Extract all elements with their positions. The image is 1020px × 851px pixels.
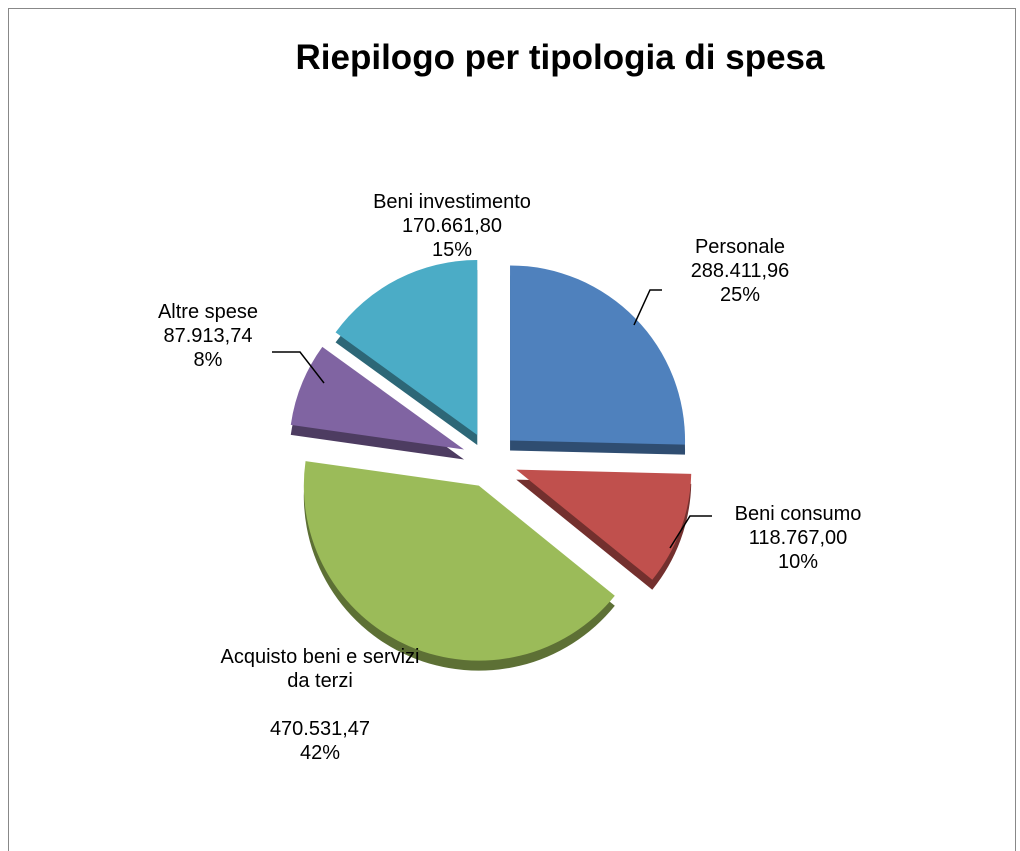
percent-label: 15% [431, 239, 473, 261]
category-label: Beni investimento [373, 191, 531, 213]
data-label: Personale 288.411,96 25% [665, 235, 815, 307]
category-label: Personale [694, 236, 786, 258]
category-label: Altre spese [157, 301, 259, 323]
slice [516, 469, 692, 580]
value-label: 118.767,00 [748, 527, 848, 549]
chart-frame [8, 8, 1016, 851]
slice [335, 260, 478, 436]
value-label: 470.531,47 [269, 718, 371, 740]
slice [510, 265, 686, 445]
leader-line [669, 515, 712, 549]
slice [290, 346, 465, 450]
leader-line [272, 351, 325, 384]
value-label: 87.913,74 [163, 325, 253, 347]
category-label: Acquisto beni e servizi da terzi [220, 646, 420, 692]
data-label: Beni consumo 118.767,00 10% [703, 502, 893, 574]
data-label: Acquisto beni e servizi da terzi 470.531,… [210, 645, 430, 765]
data-label: Altre spese 87.913,74 8% [133, 300, 283, 372]
value-label: 288.411,96 [690, 260, 790, 282]
percent-label: 42% [299, 742, 341, 764]
leader-line [633, 289, 662, 326]
category-label: Beni consumo [734, 503, 862, 525]
value-label: 170.661,80 [401, 215, 503, 237]
slice [303, 461, 615, 661]
data-label: Beni investimento 170.661,80 15% [367, 190, 537, 262]
percent-label: 10% [777, 551, 819, 573]
percent-label: 25% [719, 284, 761, 306]
percent-label: 8% [193, 349, 223, 371]
chart-title: Riepilogo per tipologia di spesa [295, 38, 825, 77]
